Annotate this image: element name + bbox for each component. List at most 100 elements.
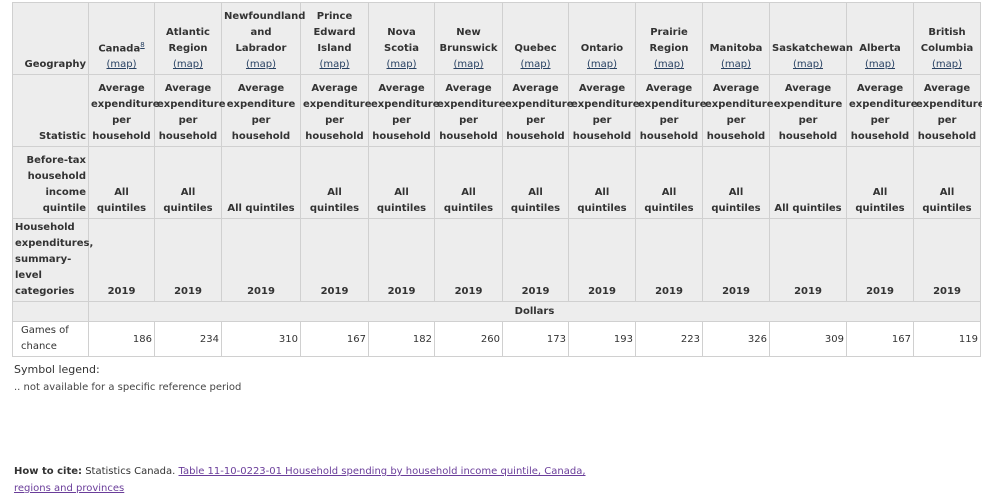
unit-label: Dollars [88,301,981,322]
geo-header-atlantic-region: Atlantic Region (map) [154,2,222,75]
year-header-cell: 2019 [502,218,569,302]
quintile-header-cell: All quintiles [568,146,636,219]
geo-header-manitoba: Manitoba (map) [702,2,770,75]
geo-name: Ontario [580,43,624,54]
statistic-header-cell: Average expenditure per household [502,74,574,147]
year-header-row: Household expenditures, summary-level ca… [12,218,981,302]
quintile-header-cell: All quintiles [502,146,569,219]
value-cell-atlantic-region: 234 [154,321,222,357]
statistic-header-cell: Average expenditure per household [702,74,774,147]
value-cell-prairie-region: 223 [635,321,703,357]
quintile-stub-label: Before-tax household income quintile [12,146,89,219]
map-link-ontario[interactable]: (map) [586,59,618,70]
statistic-header-cell: Average expenditure per household [769,74,847,147]
quintile-header-cell: All quintiles [154,146,222,219]
value-cell-new-brunswick: 260 [434,321,503,357]
quintile-header-cell: All quintiles [88,146,155,219]
year-header-cell: 2019 [300,218,369,302]
geo-header-prince-edward-island: Prince Edward Island (map) [300,2,369,75]
symbol-legend: Symbol legend: .. not available for a sp… [14,363,241,393]
map-link-saskatchewan[interactable]: (map) [792,59,824,70]
geo-name: Prairie Region [649,27,689,54]
geo-name: Canada [98,43,141,54]
map-link-newfoundland-and-labrador[interactable]: (map) [245,59,277,70]
geo-name: British Columbia [920,27,974,54]
quintile-header-cell: All quintiles [635,146,703,219]
statistic-header-cell: Average expenditure per household [154,74,226,147]
value-cell-saskatchewan: 309 [769,321,847,357]
statistic-stub-label: Statistic [12,74,89,147]
statistic-header-cell: Average expenditure per household [913,74,982,147]
quintile-header-cell: All quintiles [368,146,435,219]
geo-name: Nova Scotia [384,27,419,54]
year-header-cell: 2019 [368,218,435,302]
map-link-new-brunswick[interactable]: (map) [453,59,484,70]
row-label: Games of chance [12,321,89,357]
geo-name: New Brunswick [439,27,498,54]
citation-label: How to cite: [14,466,83,477]
category-stub-label: Household expenditures, summary-level ca… [12,218,93,302]
geo-header-alberta: Alberta (map) [846,2,914,75]
geo-header-british-columbia: British Columbia (map) [913,2,981,75]
year-header-cell: 2019 [846,218,914,302]
unit-header-row: Dollars [12,301,981,322]
citation-text: Statistics Canada. [85,466,176,477]
year-header-cell: 2019 [635,218,703,302]
year-header-cell: 2019 [221,218,301,302]
year-header-cell: 2019 [88,218,155,302]
year-header-cell: 2019 [702,218,770,302]
quintile-header-cell: All quintiles [913,146,981,219]
geography-header-row: Geography Canada8 (map) Atlantic Region (ma… [12,2,981,75]
geo-header-quebec: Quebec (map) [502,2,569,75]
year-header-cell: 2019 [154,218,222,302]
value-cell-prince-edward-island: 167 [300,321,369,357]
statistic-header-row: Statistic Average expenditure per househ… [12,74,982,147]
geo-header-prairie-region: Prairie Region (map) [635,2,703,75]
data-table: Geography Canada8 (map) Atlantic Region (ma… [12,2,982,357]
map-link-quebec[interactable]: (map) [520,59,551,70]
statistic-header-cell: Average expenditure per household [221,74,301,147]
statistic-header-cell: Average expenditure per household [88,74,160,147]
map-link-canada[interactable]: (map) [106,59,137,70]
map-link-prince-edward-island[interactable]: (map) [319,59,350,70]
symbol-legend-item: .. not available for a specific referenc… [14,382,242,393]
geo-header-new-brunswick: New Brunswick (map) [434,2,503,75]
quintile-header-cell: All quintiles [434,146,503,219]
map-link-atlantic-region[interactable]: (map) [172,59,204,70]
map-link-prairie-region[interactable]: (map) [653,59,685,70]
value-cell-canada: 186 [88,321,155,357]
year-header-cell: 2019 [913,218,981,302]
geo-name: Quebec [514,43,557,54]
geo-name: Atlantic Region [166,27,210,54]
statistic-header-cell: Average expenditure per household [568,74,640,147]
map-link-manitoba[interactable]: (map) [720,59,752,70]
quintile-header-cell: All quintiles [300,146,369,219]
statistic-header-cell: Average expenditure per household [368,74,440,147]
geo-name: Alberta [859,43,901,54]
table-row: Games of chance 186 234 310 167 182 260 173 193… [12,321,981,357]
geo-name: Saskatchewan [772,43,854,54]
value-cell-manitoba: 326 [702,321,770,357]
quintile-header-row: Before-tax household income quintile All… [12,146,981,219]
unit-stub-empty [12,301,89,322]
statistic-header-cell: Average expenditure per household [846,74,918,147]
value-cell-nova-scotia: 182 [368,321,435,357]
geo-header-ontario: Ontario (map) [568,2,636,75]
map-link-british-columbia[interactable]: (map) [931,59,963,70]
quintile-header-cell: All quintiles [702,146,770,219]
quintile-header-cell: All quintiles [221,146,301,219]
year-header-cell: 2019 [434,218,503,302]
statistic-header-cell: Average expenditure per household [434,74,506,147]
year-header-cell: 2019 [568,218,636,302]
citation-table-link[interactable]: Table 11-10-0223-01 Household spending b… [14,466,586,494]
map-link-alberta[interactable]: (map) [864,59,896,70]
value-cell-ontario: 193 [568,321,636,357]
value-cell-british-columbia: 119 [913,321,981,357]
map-link-nova-scotia[interactable]: (map) [386,59,417,70]
geo-header-saskatchewan: Saskatchewan (map) [769,2,854,75]
statistic-header-cell: Average expenditure per household [300,74,372,147]
footnote-link[interactable]: 8 [140,40,145,49]
geo-header-canada: Canada8 (map) [88,2,155,75]
value-cell-alberta: 167 [846,321,914,357]
geo-header-nova-scotia: Nova Scotia (map) [368,2,435,75]
